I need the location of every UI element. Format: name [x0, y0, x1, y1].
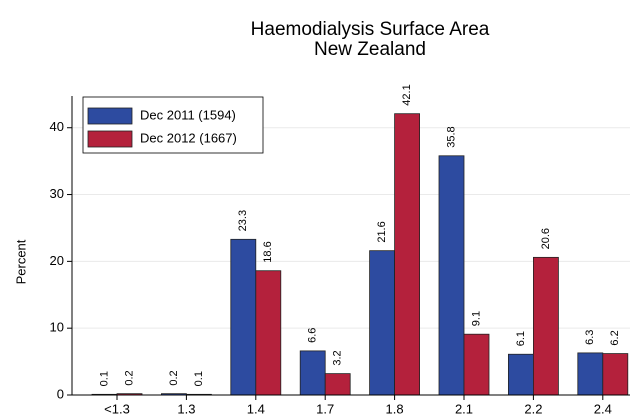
value-label: 20.6 [540, 228, 552, 249]
legend-swatch [87, 130, 133, 148]
bar [324, 373, 351, 396]
value-label: 0.2 [168, 370, 180, 385]
x-tick-label: 2.2 [524, 401, 542, 416]
value-label: 23.3 [237, 210, 249, 231]
value-label: 3.2 [332, 350, 344, 365]
chart-subtitle: New Zealand [314, 39, 426, 60]
bar [577, 352, 604, 396]
y-tick-label: 20 [50, 253, 64, 268]
bar [394, 113, 421, 396]
value-label: 21.6 [376, 221, 388, 242]
bar [299, 350, 326, 396]
bar [463, 333, 490, 396]
value-label: 9.1 [470, 311, 482, 326]
value-label: 18.6 [262, 241, 274, 262]
bar [507, 353, 534, 396]
y-tick-label: 30 [50, 186, 64, 201]
value-label: 0.1 [98, 371, 110, 386]
y-tick-label: 40 [50, 119, 64, 134]
x-tick-label: 1.3 [177, 401, 195, 416]
value-label: 6.1 [515, 331, 527, 346]
x-tick-label: 1.4 [247, 401, 265, 416]
legend-label: Dec 2012 (1667) [140, 130, 237, 145]
x-tick-label: 2.4 [594, 401, 612, 416]
value-label: 6.6 [307, 328, 319, 343]
bar [255, 270, 282, 396]
value-label: 35.8 [445, 126, 457, 147]
bar [438, 155, 465, 396]
legend-label: Dec 2011 (1594) [140, 107, 236, 122]
x-tick-label: 2.1 [455, 401, 473, 416]
x-tick-label: 1.7 [316, 401, 334, 416]
value-label: 6.2 [609, 330, 621, 345]
chart-title: Haemodialysis Surface Area [251, 19, 490, 40]
y-axis-label: Percent [13, 239, 28, 284]
y-tick-label: 0 [57, 386, 64, 401]
bar [369, 250, 396, 396]
bar [602, 353, 629, 396]
value-label: 0.2 [123, 370, 135, 385]
bar [230, 238, 257, 396]
x-tick-label: <1.3 [104, 401, 130, 416]
y-tick-label: 10 [50, 320, 64, 335]
legend-swatch [87, 107, 133, 125]
bar [533, 256, 559, 396]
value-label: 42.1 [401, 84, 413, 105]
value-label: 0.1 [193, 371, 205, 386]
value-label: 6.3 [584, 330, 596, 345]
x-tick-label: 1.8 [386, 401, 404, 416]
